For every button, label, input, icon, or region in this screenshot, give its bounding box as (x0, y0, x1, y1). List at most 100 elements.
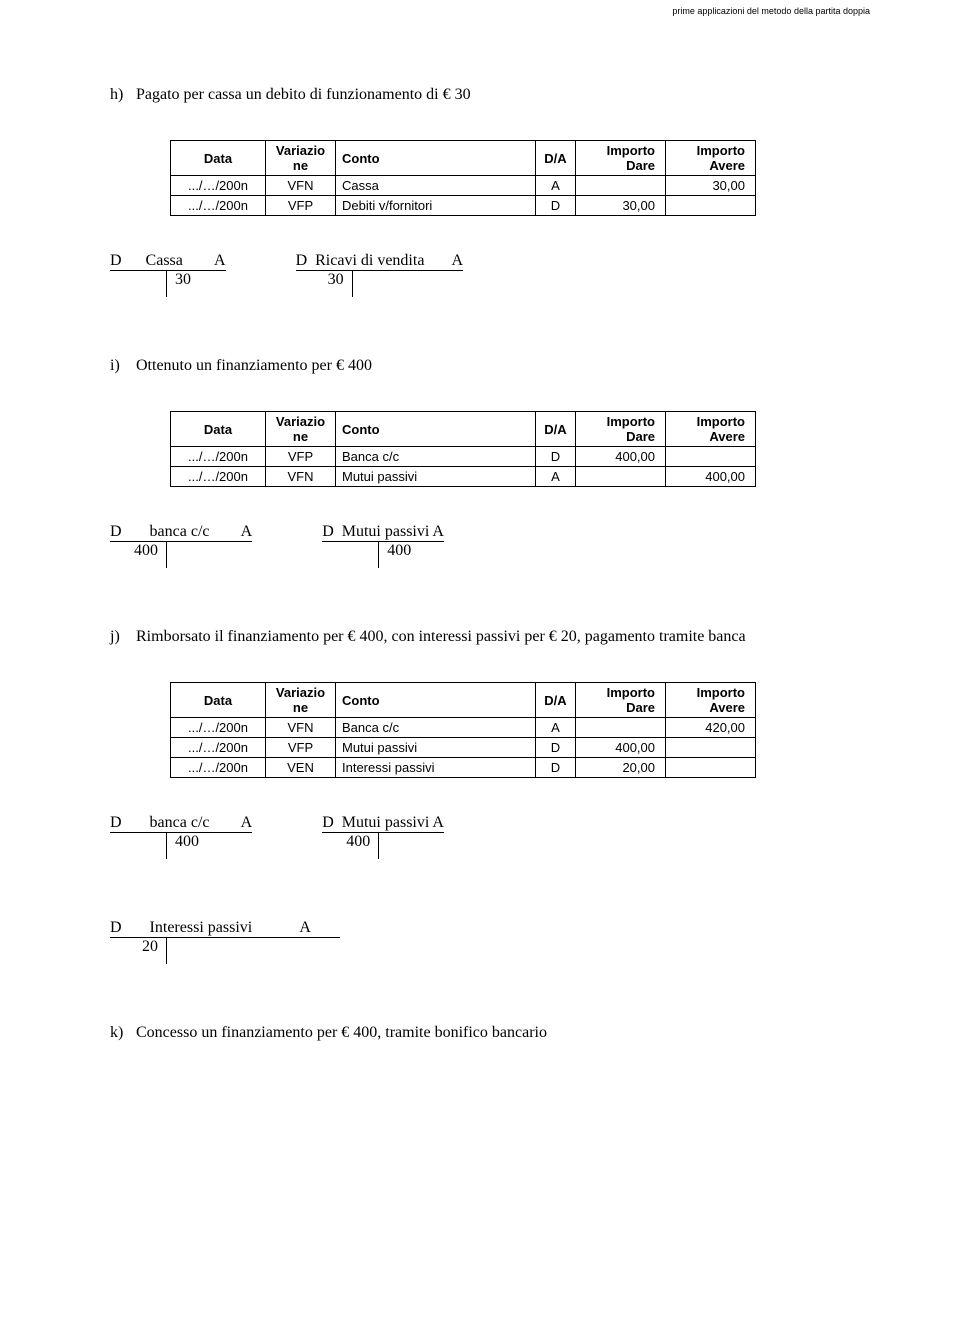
table-cell: Banca c/c (336, 447, 536, 467)
t-account-title: D Mutui passivi A (322, 814, 444, 833)
table-cell: VFN (266, 467, 336, 487)
t-account: D Mutui passivi A 400 (322, 814, 444, 859)
table-cell: .../…/200n (171, 718, 266, 738)
t-account: D Mutui passivi A 400 (322, 523, 444, 568)
table-cell (666, 196, 756, 216)
item-k-letter: k) (110, 1024, 132, 1042)
item-i-body: Ottenuto un finanziamento per € 400 (136, 357, 372, 374)
table-cell: 30,00 (576, 196, 666, 216)
table-cell (576, 718, 666, 738)
t-account-credit: 400 (167, 833, 223, 859)
item-i-text: i) Ottenuto un finanziamento per € 400 (110, 357, 870, 375)
table-cell: 30,00 (666, 176, 756, 196)
table-cell: Banca c/c (336, 718, 536, 738)
table-cell: VEN (266, 758, 336, 778)
taccounts-j-row1: D banca c/c A 400 D Mutui passivi A 400 (110, 814, 870, 859)
table-cell: D (536, 758, 576, 778)
table-h: DataVariazioneContoD/AImportoDareImporto… (170, 140, 756, 216)
table-cell: VFP (266, 738, 336, 758)
table-header-cell: Conto (336, 683, 536, 718)
table-cell: Cassa (336, 176, 536, 196)
table-cell: Mutui passivi (336, 467, 536, 487)
table-header-cell: ImportoDare (576, 683, 666, 718)
t-account-credit (167, 542, 223, 568)
table-cell: .../…/200n (171, 758, 266, 778)
table-header-cell: Data (171, 683, 266, 718)
table-cell: A (536, 176, 576, 196)
t-account-debit: 30 (296, 271, 353, 297)
t-account: D Interessi passivi A 20 (110, 919, 340, 964)
table-cell: VFN (266, 718, 336, 738)
taccounts-h: D Cassa A 30 D Ricavi di vendita A 30 (110, 252, 870, 297)
t-account-credit (167, 938, 223, 964)
taccounts-j-row2: D Interessi passivi A 20 (110, 919, 870, 964)
t-account-debit: 20 (110, 938, 167, 964)
t-account-title: D Ricavi di vendita A (296, 252, 464, 271)
table-cell (666, 738, 756, 758)
item-h-text: h) Pagato per cassa un debito di funzion… (110, 86, 870, 104)
t-account-credit (379, 833, 435, 859)
table-header-cell: Variazione (266, 683, 336, 718)
table-cell (666, 447, 756, 467)
table-header-cell: Conto (336, 412, 536, 447)
table-cell: D (536, 196, 576, 216)
t-account: D banca c/c A 400 (110, 523, 252, 568)
t-account-debit (110, 833, 167, 859)
table-header-cell: D/A (536, 412, 576, 447)
table-cell: 420,00 (666, 718, 756, 738)
t-account-credit: 30 (167, 271, 223, 297)
taccounts-i: D banca c/c A 400 D Mutui passivi A 400 (110, 523, 870, 568)
table-header-cell: ImportoAvere (666, 683, 756, 718)
t-account-debit (110, 271, 167, 297)
table-cell: Interessi passivi (336, 758, 536, 778)
table-cell: VFN (266, 176, 336, 196)
table-cell: .../…/200n (171, 447, 266, 467)
table-cell (576, 176, 666, 196)
t-account: D banca c/c A 400 (110, 814, 252, 859)
table-cell: 400,00 (666, 467, 756, 487)
t-account-title: D Mutui passivi A (322, 523, 444, 542)
table-cell: 20,00 (576, 758, 666, 778)
t-account-credit (353, 271, 409, 297)
t-account-debit (322, 542, 379, 568)
table-cell: Mutui passivi (336, 738, 536, 758)
table-cell: Debiti v/fornitori (336, 196, 536, 216)
table-row: .../…/200nVFNCassaA 30,00 (171, 176, 756, 196)
item-i-letter: i) (110, 357, 132, 375)
table-header-cell: Data (171, 412, 266, 447)
table-header-cell: ImportoAvere (666, 141, 756, 176)
table-header-cell: D/A (536, 141, 576, 176)
table-cell: .../…/200n (171, 467, 266, 487)
table-header-cell: Variazione (266, 412, 336, 447)
t-account: D Ricavi di vendita A 30 (296, 252, 464, 297)
item-j-text: j) Rimborsato il finanziamento per € 400… (110, 628, 870, 646)
t-account: D Cassa A 30 (110, 252, 226, 297)
table-row: .../…/200nVENInteressi passiviD20,00 (171, 758, 756, 778)
table-header-cell: Data (171, 141, 266, 176)
t-account-credit: 400 (379, 542, 435, 568)
t-account-debit: 400 (322, 833, 379, 859)
table-row: .../…/200nVFPDebiti v/fornitoriD30,00 (171, 196, 756, 216)
table-cell: A (536, 467, 576, 487)
table-header-cell: ImportoAvere (666, 412, 756, 447)
table-cell (576, 467, 666, 487)
table-cell: D (536, 738, 576, 758)
table-i: DataVariazioneContoD/AImportoDareImporto… (170, 411, 756, 487)
item-h-body: Pagato per cassa un debito di funzioname… (136, 86, 471, 103)
item-k-text: k) Concesso un finanziamento per € 400, … (110, 1024, 870, 1042)
table-cell: 400,00 (576, 738, 666, 758)
table-header-cell: ImportoDare (576, 412, 666, 447)
table-header-cell: ImportoDare (576, 141, 666, 176)
table-cell: 400,00 (576, 447, 666, 467)
table-header-cell: Variazione (266, 141, 336, 176)
table-header-cell: Conto (336, 141, 536, 176)
item-j-body: Rimborsato il finanziamento per € 400, c… (136, 628, 746, 645)
t-account-title: D Interessi passivi A (110, 919, 340, 938)
table-header-cell: D/A (536, 683, 576, 718)
table-cell (666, 758, 756, 778)
table-cell: .../…/200n (171, 196, 266, 216)
item-h-letter: h) (110, 86, 132, 104)
table-cell: .../…/200n (171, 176, 266, 196)
page-header: prime applicazioni del metodo della part… (110, 0, 870, 86)
table-row: .../…/200nVFNBanca c/cA420,00 (171, 718, 756, 738)
